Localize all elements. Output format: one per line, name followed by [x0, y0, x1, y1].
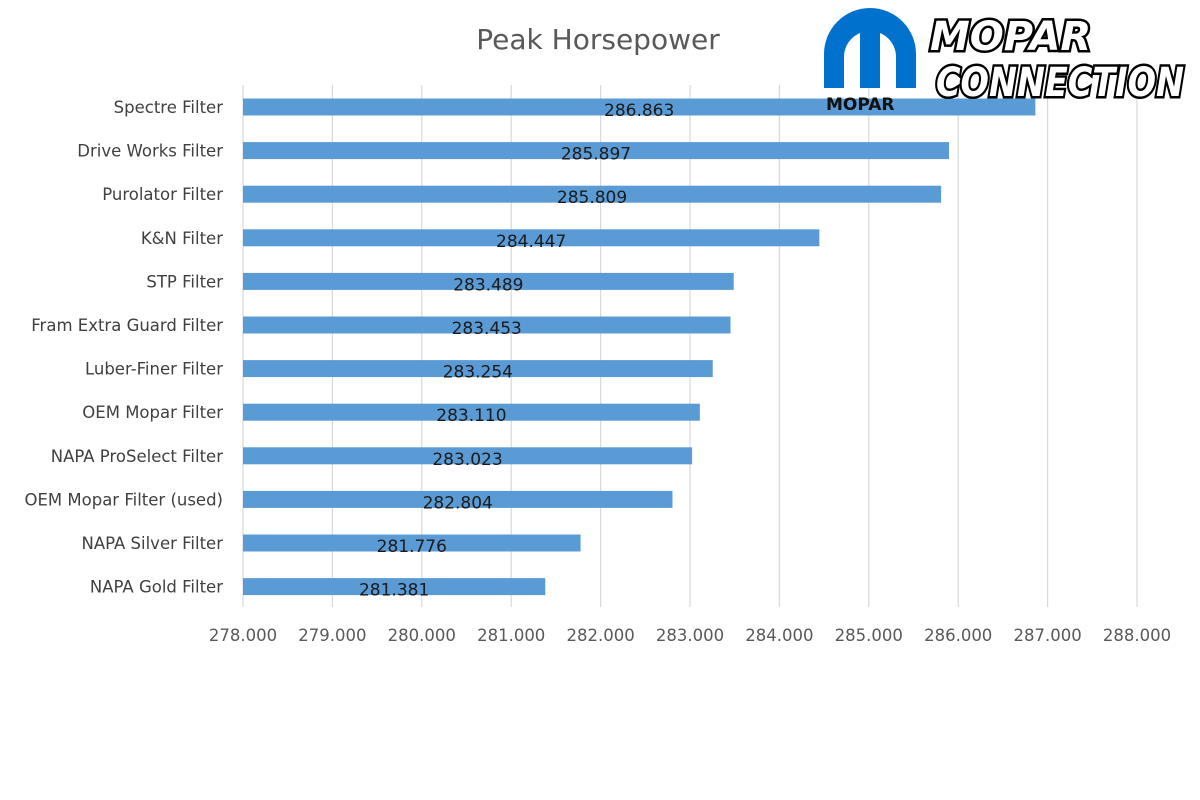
bar: [243, 229, 820, 247]
category-label: NAPA ProSelect Filter: [51, 447, 223, 466]
bar: [243, 578, 546, 596]
bar: [243, 360, 713, 378]
x-tick-label: 286.000: [924, 626, 992, 645]
chart-title: Peak Horsepower: [476, 23, 720, 56]
category-label: Spectre Filter: [114, 98, 224, 117]
x-tick-label: 284.000: [745, 626, 813, 645]
bar: [243, 490, 673, 508]
gridlines: [242, 85, 1138, 607]
mopar-connection-logo: MOPAR MOPAR CONNECTION: [824, 8, 1187, 115]
data-label: 281.776: [377, 537, 447, 557]
mopar-emblem-icon: MOPAR: [824, 8, 916, 115]
category-label: OEM Mopar Filter (used): [25, 490, 224, 509]
bar: [243, 316, 731, 334]
category-label: OEM Mopar Filter: [82, 403, 223, 422]
category-label: Purolator Filter: [102, 185, 223, 204]
x-tick-label: 283.000: [656, 626, 724, 645]
category-label: NAPA Silver Filter: [81, 534, 223, 553]
data-label: 283.023: [432, 450, 502, 470]
data-label: 283.489: [453, 275, 523, 295]
data-label: 282.804: [423, 493, 493, 513]
bar: [243, 272, 734, 290]
mopar-emblem-text: MOPAR: [826, 95, 895, 115]
bar: [243, 185, 942, 203]
x-tick-label: 288.000: [1103, 626, 1171, 645]
data-label: 284.447: [496, 232, 566, 252]
bar: [243, 403, 700, 421]
data-label: 283.254: [443, 363, 513, 383]
data-label: 285.809: [557, 188, 627, 208]
x-tick-label: 278.000: [209, 626, 277, 645]
x-tick-label: 287.000: [1013, 626, 1081, 645]
x-tick-label: 281.000: [477, 626, 545, 645]
data-label: 283.453: [452, 319, 522, 339]
category-label: Fram Extra Guard Filter: [31, 316, 223, 335]
x-tick-label: 282.000: [566, 626, 634, 645]
data-label: 281.381: [359, 581, 429, 601]
category-label: Luber-Finer Filter: [85, 360, 223, 379]
bars: 286.863 285.897 285.809 284.447 283.489 283.4…: [243, 98, 1036, 601]
x-tick-label: 285.000: [835, 626, 903, 645]
bar: [243, 534, 581, 552]
data-label: 283.110: [436, 406, 506, 426]
x-axis-ticks: 278.000 279.000 280.000 281.000 282.000 283.0…: [209, 626, 1171, 645]
data-label: 286.863: [604, 101, 674, 121]
bar: [243, 142, 949, 160]
category-label: NAPA Gold Filter: [90, 578, 223, 597]
logo-line2: CONNECTION: [936, 60, 1184, 106]
category-label: Drive Works Filter: [77, 142, 223, 161]
category-labels: Spectre Filter Drive Works Filter Purolato…: [25, 98, 224, 597]
data-label: 285.897: [561, 145, 631, 165]
bar: [243, 447, 693, 465]
x-tick-label: 279.000: [298, 626, 366, 645]
category-label: K&N Filter: [141, 229, 223, 248]
logo-line1: MOPAR: [930, 14, 1091, 60]
category-label: STP Filter: [146, 272, 223, 291]
bar: [243, 98, 1036, 116]
x-tick-label: 280.000: [388, 626, 456, 645]
